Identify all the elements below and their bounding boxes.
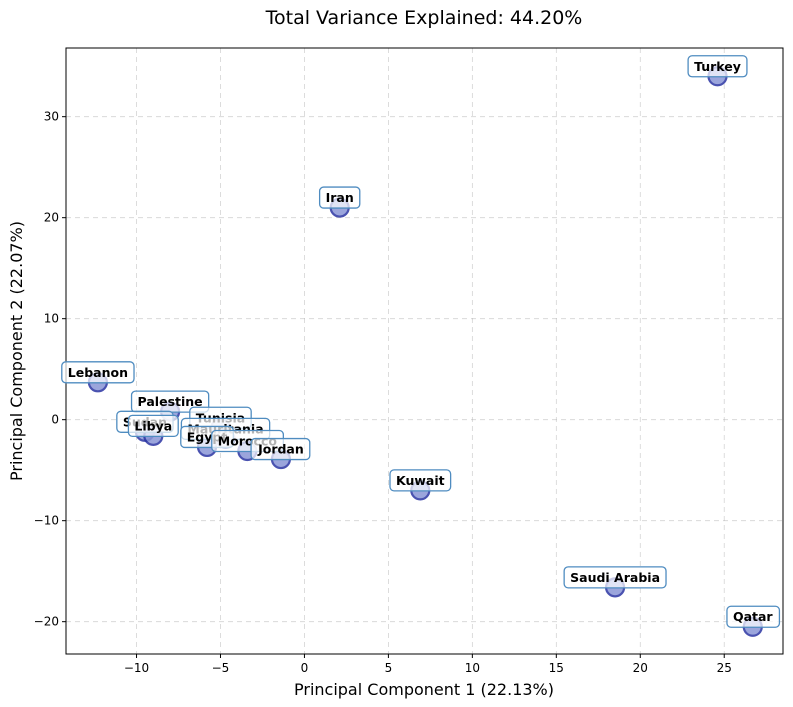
data-label-text: Palestine xyxy=(138,394,203,409)
chart-title: Total Variance Explained: 44.20% xyxy=(265,7,583,29)
data-label-box xyxy=(389,469,452,492)
data-label-box xyxy=(61,361,135,384)
data-label-text: Jordan xyxy=(257,442,304,457)
data-label-lebanon: Lebanon xyxy=(61,361,135,384)
x-tick-label: 25 xyxy=(717,661,732,675)
axis-ticks: −10 −5 0 5 10 15 20 25 −20 −10 0 10 20 30 xyxy=(34,110,732,675)
data-label-text: Turkey xyxy=(694,59,741,74)
data-label-jordan: Jordan xyxy=(250,437,311,461)
data-label-text: Iran xyxy=(326,190,354,205)
data-label-libya: Libya xyxy=(127,414,179,437)
y-tick-label: 10 xyxy=(44,312,59,326)
x-axis-label: Principal Component 1 (22.13%) xyxy=(294,680,554,699)
data-label-text: Lebanon xyxy=(68,365,128,380)
data-points xyxy=(87,66,763,637)
x-tick-label: 10 xyxy=(465,661,480,675)
data-label-box xyxy=(563,566,667,589)
x-tick-label: 15 xyxy=(549,661,564,675)
y-tick-label: −10 xyxy=(34,514,59,528)
data-label-kuwait: Kuwait xyxy=(389,469,452,492)
data-label-iran: Iran xyxy=(318,186,361,209)
y-tick-label: −20 xyxy=(34,615,59,629)
data-label-box xyxy=(250,437,311,461)
data-label-text: Qatar xyxy=(733,609,773,624)
x-tick-label: −10 xyxy=(124,661,149,675)
x-tick-label: 20 xyxy=(633,661,648,675)
x-tick-label: 0 xyxy=(301,661,309,675)
data-label-turkey: Turkey xyxy=(687,55,748,78)
data-label-text: Libya xyxy=(134,418,172,433)
data-label-qatar: Qatar xyxy=(726,605,781,628)
data-label-box xyxy=(318,186,361,209)
y-tick-label: 30 xyxy=(44,110,59,124)
data-label-box xyxy=(687,55,748,78)
y-axis-label: Principal Component 2 (22.07%) xyxy=(7,221,26,481)
plot-frame xyxy=(65,47,784,655)
data-label-text: Saudi Arabia xyxy=(570,570,660,585)
x-tick-label: 5 xyxy=(385,661,393,675)
data-label-box xyxy=(726,605,781,628)
data-labels: TurkeyIranLebanonPalestineSudanLibyaTuni… xyxy=(61,55,781,628)
data-label-box xyxy=(127,414,179,437)
data-label-palestine: Palestine xyxy=(130,390,210,413)
y-tick-label: 20 xyxy=(44,211,59,225)
y-tick-label: 0 xyxy=(51,413,59,427)
grid-lines xyxy=(66,48,783,654)
x-tick-label: −5 xyxy=(212,661,230,675)
data-label-saudi-arabia: Saudi Arabia xyxy=(563,566,667,589)
data-label-text: Kuwait xyxy=(396,473,445,488)
